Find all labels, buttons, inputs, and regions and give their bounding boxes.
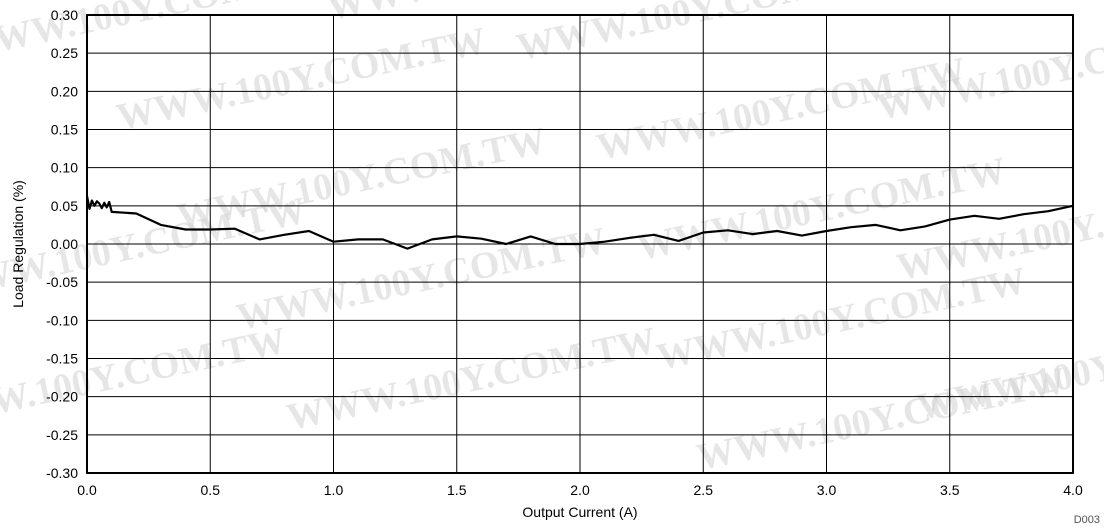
y-tick-label: 0.10 <box>51 160 78 176</box>
y-tick-label: 0.30 <box>51 7 78 23</box>
y-tick-label: -0.30 <box>46 465 78 481</box>
series-layer <box>85 195 1074 250</box>
x-axis-label: Output Current (A) <box>522 504 637 520</box>
y-axis-label: Load Regulation (%) <box>10 180 26 308</box>
x-tick-labels: 0.0 0.5 1.0 1.5 2.0 2.5 3.0 3.5 4.0 <box>77 482 1083 498</box>
watermark-text: WWW.100Y.COM.TW <box>0 0 330 69</box>
x-tick-label: 0.5 <box>201 482 221 498</box>
series-line <box>85 195 1074 250</box>
x-tick-label: 3.0 <box>817 482 837 498</box>
y-tick-labels: -0.30 -0.25 -0.20 -0.15 -0.10 -0.05 0.00 0.05 0.… <box>46 7 78 481</box>
y-tick-label: -0.20 <box>46 389 78 405</box>
watermark-text: WWW.100Y.COM.TW <box>653 260 1030 379</box>
y-tick-label: 0.20 <box>51 83 78 99</box>
x-tick-label: 2.5 <box>694 482 714 498</box>
watermark-text: WWW.100Y.COM.TW <box>283 320 660 439</box>
y-tick-label: -0.15 <box>46 351 78 367</box>
y-tick-label: 0.00 <box>51 236 78 252</box>
y-tick-label: -0.05 <box>46 274 78 290</box>
x-tick-label: 2.0 <box>570 482 590 498</box>
watermark-text: WWW.100Y.COM.TW <box>513 0 890 69</box>
x-tick-label: 3.5 <box>940 482 960 498</box>
watermark-layer: WWW.100Y.COM.TWWWW.100Y.COM.TWWWW.100Y.C… <box>0 0 1104 479</box>
y-tick-label: -0.25 <box>46 427 78 443</box>
y-tick-label: 0.05 <box>51 198 78 214</box>
figure-code: D003 <box>1074 514 1100 526</box>
watermark-text: WWW.100Y.COM.TW <box>233 220 610 339</box>
y-tick-label: 0.15 <box>51 122 78 138</box>
x-tick-label: 1.5 <box>447 482 467 498</box>
x-tick-label: 4.0 <box>1063 482 1083 498</box>
x-tick-label: 1.0 <box>324 482 344 498</box>
x-tick-label: 0.0 <box>77 482 97 498</box>
y-tick-label: -0.10 <box>46 312 78 328</box>
watermark-text: WWW.100Y.COM.TW <box>113 20 490 139</box>
y-tick-label: 0.25 <box>51 45 78 61</box>
grid-lines <box>86 14 1074 474</box>
watermark-text: WWW.100Y.COM.TW <box>0 320 290 439</box>
plot-frame <box>86 14 1074 474</box>
